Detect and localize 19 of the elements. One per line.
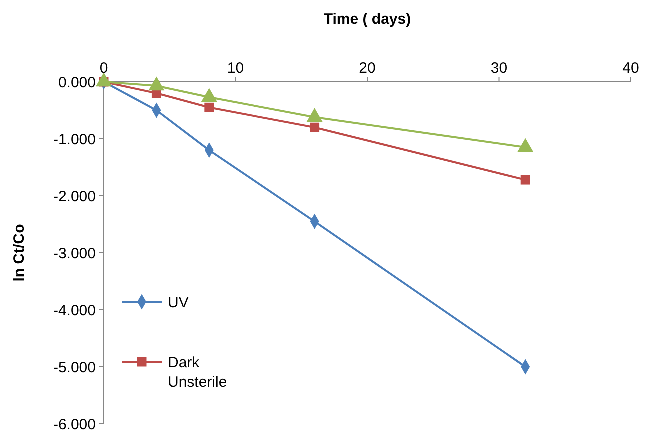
x-tick-label: 0	[100, 60, 108, 77]
y-tick-label: -1.000	[53, 131, 96, 148]
x-tick-label: 30	[490, 60, 508, 77]
y-tick-label: -4.000	[53, 302, 96, 320]
point	[204, 102, 214, 112]
legend-label: UV	[168, 294, 189, 312]
y-tick-label: -3.000	[53, 245, 96, 262]
y-tick-label: -5.000	[53, 359, 96, 376]
x-axis-title: Time ( days)	[324, 11, 412, 28]
point	[520, 175, 530, 185]
y-tick-label: 0.000	[58, 74, 96, 92]
x-tick-label: 10	[227, 60, 244, 77]
x-tick-label: 20	[359, 60, 376, 77]
point	[310, 122, 320, 132]
y-tick-label: -6.000	[53, 416, 96, 431]
y-tick-label: -2.000	[53, 188, 96, 206]
legend-label: Dark Unsterile	[168, 354, 228, 391]
x-tick-label: 40	[622, 60, 640, 77]
y-axis-title: ln Ct/Co	[11, 224, 28, 282]
